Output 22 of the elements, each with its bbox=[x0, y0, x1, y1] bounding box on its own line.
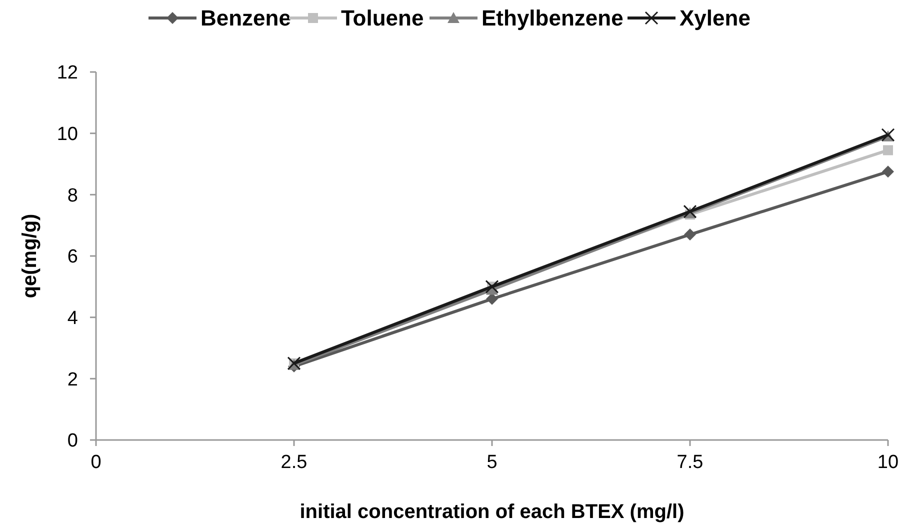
y-tick-label: 6 bbox=[67, 246, 78, 268]
x-tick-label: 0 bbox=[90, 452, 102, 473]
y-tick-label: 4 bbox=[67, 308, 78, 329]
x-tick-label: 5 bbox=[486, 452, 498, 473]
y-tick-label: 10 bbox=[56, 124, 78, 145]
legend-label: Ethylbenzene bbox=[482, 6, 624, 31]
y-axis-title: qe(mg/g) bbox=[19, 214, 41, 298]
y-tick-label: 0 bbox=[67, 430, 78, 452]
legend-label: Benzene bbox=[200, 6, 291, 31]
y-tick-label: 8 bbox=[67, 185, 78, 206]
point bbox=[882, 166, 894, 178]
legend-label: Toluene bbox=[341, 6, 424, 31]
y-tick-label: 2 bbox=[67, 369, 78, 390]
x-tick-label: 10 bbox=[877, 452, 899, 473]
legend-label: Xylene bbox=[680, 6, 750, 31]
x-axis-title: initial concentration of each BTEX (mg/l) bbox=[300, 501, 684, 523]
y-tick-label: 12 bbox=[56, 62, 78, 84]
x-tick-label: 2.5 bbox=[280, 452, 308, 473]
x-tick-label: 7.5 bbox=[676, 452, 704, 473]
point bbox=[684, 228, 696, 241]
point bbox=[883, 145, 893, 156]
point bbox=[683, 204, 697, 218]
